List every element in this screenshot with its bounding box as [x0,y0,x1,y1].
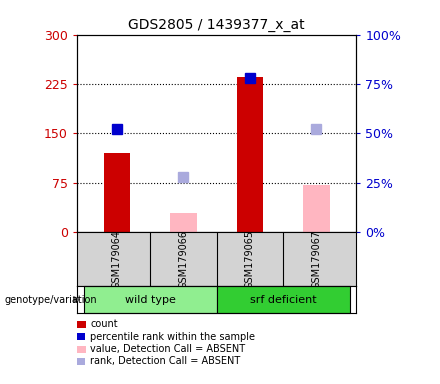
Text: wild type: wild type [125,295,176,305]
Text: GSM179066: GSM179066 [179,230,188,289]
Text: GSM179064: GSM179064 [112,230,122,289]
Text: percentile rank within the sample: percentile rank within the sample [90,332,255,342]
Text: GSM179065: GSM179065 [245,230,255,289]
Text: GSM179067: GSM179067 [312,230,322,289]
Bar [217,286,350,313]
Text: value, Detection Call = ABSENT: value, Detection Call = ABSENT [90,344,246,354]
Text: count: count [90,319,118,329]
Text: genotype/variation: genotype/variation [4,295,97,305]
Bar [84,286,217,313]
Bar [237,78,263,232]
Title: GDS2805 / 1439377_x_at: GDS2805 / 1439377_x_at [128,18,305,32]
Bar [103,153,130,232]
Bar [303,185,330,232]
Bar [170,213,197,232]
Text: rank, Detection Call = ABSENT: rank, Detection Call = ABSENT [90,356,240,366]
Text: srf deficient: srf deficient [250,295,316,305]
